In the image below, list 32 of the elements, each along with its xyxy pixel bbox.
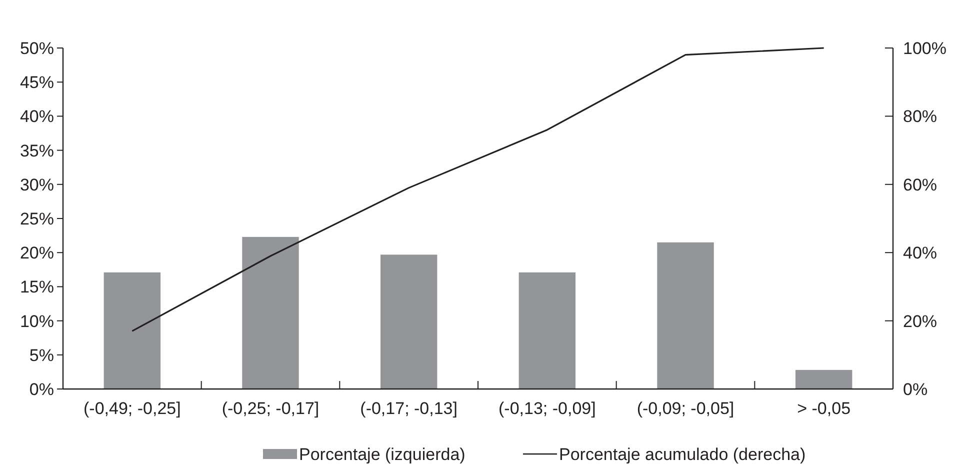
y-tick-label: 5% [29,346,54,365]
y-tick-label: 20% [20,244,54,263]
y2-tick-label: 100% [903,38,946,58]
y2-tick-label: 40% [903,244,938,263]
bar [518,272,576,389]
y-tick-label: 45% [20,73,54,92]
bar [795,370,852,389]
bar [380,254,438,389]
line-series [131,47,825,332]
y-tick-label: 15% [20,278,54,297]
bar [104,272,161,389]
x-tick-label: (-0,49; -0,25] [84,399,181,418]
x-tick-label: (-0,13; -0,09] [498,399,596,418]
x-tick-label: (-0,09; -0,05] [636,399,734,418]
legend-label: Porcentaje (izquierda) [299,445,466,464]
bar [242,236,299,389]
y-tick-label: 35% [20,141,54,160]
y-tick-label: 25% [20,209,54,228]
x-tick-label: > -0,05 [797,399,851,418]
y-tick-label: 40% [20,107,54,126]
y-tick-label: 10% [20,312,54,331]
y-tick-label: 0% [29,380,54,399]
bar [657,242,714,389]
y2-tick-label: 20% [903,312,938,331]
y2-tick-label: 80% [903,107,938,126]
y-tick-label: 30% [20,175,54,194]
y-tick-label: 50% [20,38,54,58]
x-tick-label: (-0,25; -0,17] [222,399,320,418]
legend-label: Porcentaje acumulado (derecha) [559,445,806,464]
x-tick-label: (-0,17; -0,13] [360,399,458,418]
y2-tick-label: 0% [903,380,928,399]
y2-tick-label: 60% [903,175,938,194]
